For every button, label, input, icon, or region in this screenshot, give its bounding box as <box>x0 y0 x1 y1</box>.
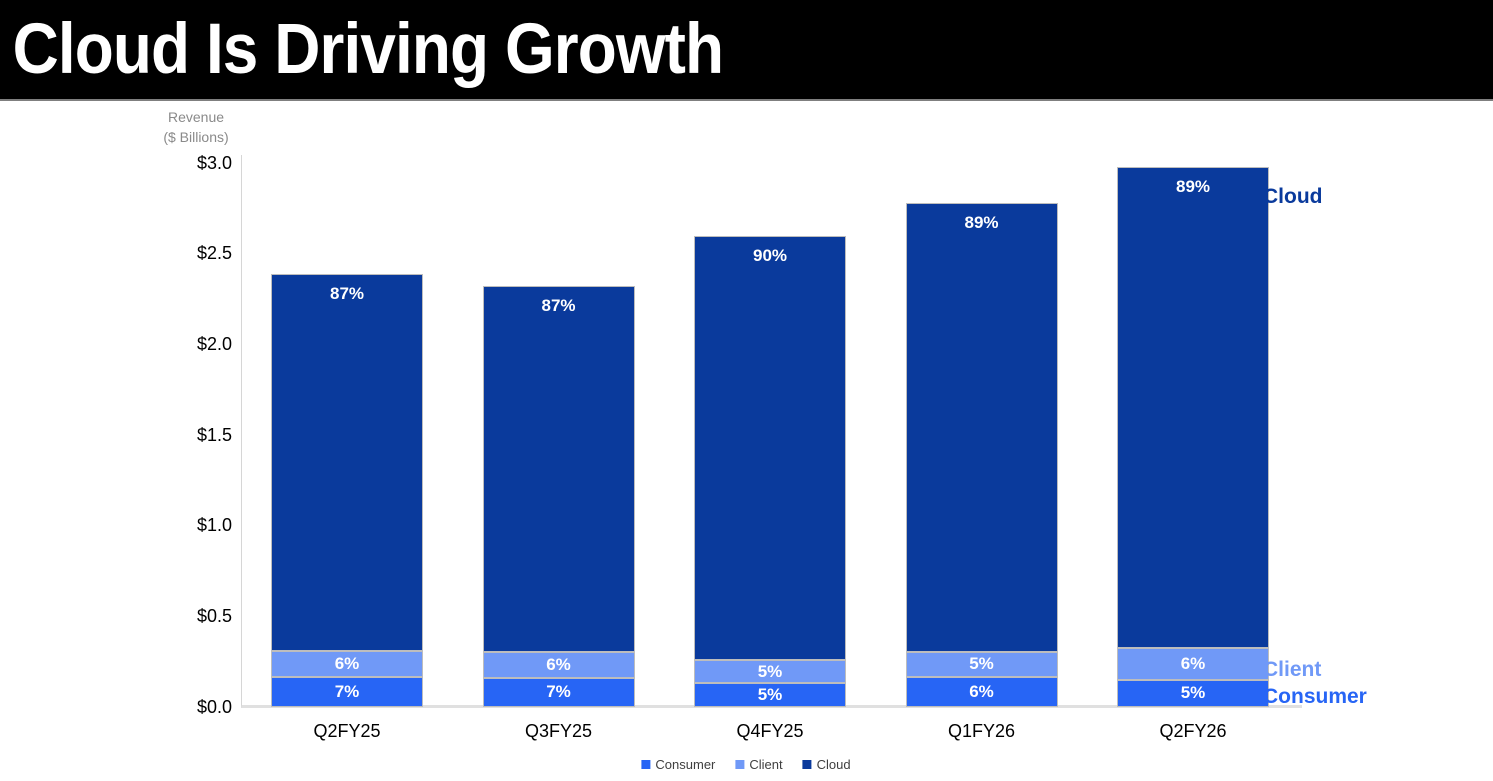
x-label-q2fy26: Q2FY26 <box>1159 721 1227 741</box>
legend-swatch-cloud <box>802 760 812 769</box>
y-tick-1.5: $1.5 <box>196 424 232 445</box>
client-percent-label: 5% <box>757 661 783 681</box>
y-tick-3: $3.0 <box>196 152 232 173</box>
legend-label-client: Client <box>749 757 783 772</box>
consumer-segment: 5% <box>1117 679 1269 707</box>
y-tick-1: $1.0 <box>196 515 232 536</box>
y-tick-2: $2.0 <box>196 333 232 354</box>
header-banner: Cloud Is Driving Growth <box>0 0 1493 101</box>
client-percent-label: 6% <box>334 653 360 673</box>
legend-item-client: Client <box>735 757 783 772</box>
client-segment: 6% <box>271 650 423 677</box>
y-tick-0: $0.0 <box>196 696 232 717</box>
y-axis-title-line2: ($ Billions) <box>163 129 229 145</box>
cloud-percent-label: 89% <box>964 212 999 232</box>
client-segment: 6% <box>1117 647 1269 680</box>
cloud-series-label: Cloud <box>1263 185 1323 208</box>
consumer-percent-label: 7% <box>546 682 571 702</box>
x-label-q1fy26: Q1FY26 <box>947 721 1016 741</box>
y-axis-title-line1: Revenue <box>167 109 225 125</box>
y-tick-2.5: $2.5 <box>196 243 232 264</box>
cloud-percent-label: 87% <box>541 296 576 316</box>
cloud-percent-label: 89% <box>1175 176 1211 196</box>
x-label-q2fy25: Q2FY25 <box>313 721 381 741</box>
client-segment: 5% <box>905 651 1058 677</box>
x-label-q3fy25: Q3FY25 <box>524 721 593 741</box>
y-axis-title: Revenue ($ Billions) <box>120 107 272 147</box>
consumer-segment: 7% <box>482 677 635 707</box>
cloud-percent-label: 87% <box>329 283 365 303</box>
cloud-segment: 87% <box>482 286 635 653</box>
cloud-percent-label: 90% <box>752 245 788 265</box>
client-segment: 6% <box>482 652 635 678</box>
consumer-percent-label: 5% <box>1180 683 1206 703</box>
cloud-segment: 89% <box>1117 166 1269 648</box>
cloud-segment: 87% <box>271 273 423 651</box>
legend-swatch-client <box>735 760 745 769</box>
client-segment: 5% <box>694 659 846 684</box>
y-tick-0.5: $0.5 <box>196 605 232 626</box>
bar-q4fy25: 90% 5% 5% <box>694 235 846 707</box>
page-title: Cloud Is Driving Growth <box>12 10 725 89</box>
legend-label-cloud: Cloud <box>816 757 851 772</box>
consumer-segment: 7% <box>271 676 423 707</box>
cloud-segment: 90% <box>694 235 846 660</box>
client-series-label: Client <box>1263 658 1322 681</box>
chart-legend: Consumer Client Cloud <box>641 757 851 772</box>
client-percent-label: 6% <box>546 654 571 674</box>
bar-q3fy25: 87% 6% 7% <box>482 286 635 707</box>
consumer-percent-label: 7% <box>334 681 360 701</box>
legend-item-consumer: Consumer <box>641 757 715 772</box>
legend-label-consumer: Consumer <box>655 757 716 772</box>
client-percent-label: 5% <box>969 654 994 674</box>
consumer-series-label: Consumer <box>1263 685 1367 708</box>
x-label-q4fy25: Q4FY25 <box>736 721 804 741</box>
bar-q2fy26: 89% 6% 5% <box>1117 166 1269 707</box>
legend-swatch-consumer <box>641 760 651 769</box>
cloud-segment: 89% <box>905 202 1058 652</box>
consumer-segment: 6% <box>905 676 1058 707</box>
bar-q2fy25: 87% 6% 7% <box>271 273 423 707</box>
legend-item-cloud: Cloud <box>802 757 851 772</box>
client-percent-label: 6% <box>1180 653 1206 673</box>
consumer-segment: 5% <box>694 683 846 707</box>
consumer-percent-label: 6% <box>969 681 994 701</box>
bar-q1fy26: 89% 5% 6% <box>905 202 1058 707</box>
consumer-percent-label: 5% <box>757 685 783 705</box>
